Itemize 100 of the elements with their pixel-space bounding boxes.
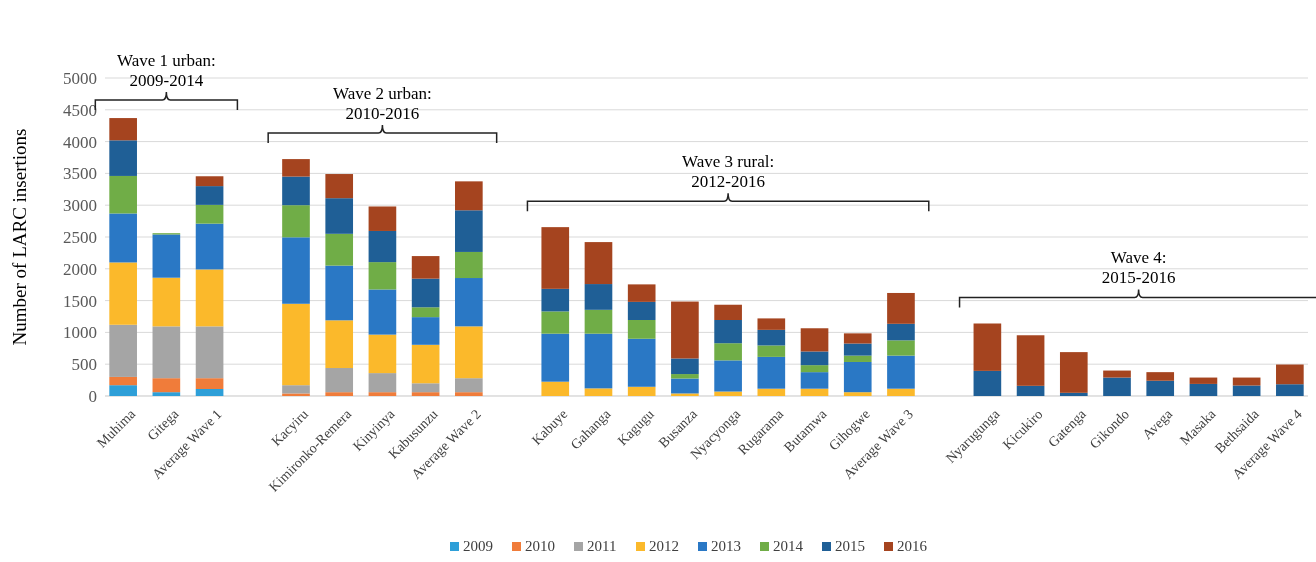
legend-label: 2010 (525, 538, 555, 554)
bar (282, 176, 310, 206)
bar (455, 278, 483, 327)
y-tick-label: 1500 (63, 291, 97, 311)
bar (152, 378, 181, 393)
bar (325, 392, 354, 396)
bar (195, 186, 224, 205)
bar (800, 365, 829, 373)
bar (1059, 392, 1088, 396)
bar (411, 383, 440, 393)
bar (282, 393, 310, 396)
bar (325, 368, 354, 393)
bar (455, 378, 483, 393)
bar (411, 392, 440, 396)
bar (368, 289, 397, 335)
bar (887, 292, 915, 324)
bar (1146, 380, 1175, 396)
bar (411, 256, 440, 279)
bar (627, 320, 656, 339)
bar (325, 198, 354, 234)
y-tick-label: 0 (88, 386, 97, 406)
bar (282, 205, 310, 238)
bar (368, 262, 397, 290)
bar (671, 378, 699, 394)
bar (109, 385, 137, 396)
bar (1189, 377, 1218, 384)
legend-label: 2012 (649, 538, 679, 554)
bar (584, 284, 613, 310)
bar (843, 343, 872, 356)
bar (757, 356, 786, 389)
bar (757, 318, 786, 330)
bar (1276, 364, 1304, 385)
bar (109, 376, 137, 386)
annotation: Wave 4: 2015-2016 (1101, 248, 1176, 288)
bar (411, 344, 440, 384)
bar (411, 307, 440, 318)
bar (800, 351, 829, 366)
legend-label: 2015 (835, 538, 865, 554)
bar (843, 392, 872, 396)
bar (1016, 385, 1045, 396)
bar (109, 213, 137, 263)
bar (584, 388, 613, 396)
bar (627, 338, 656, 387)
y-tick-label: 500 (71, 355, 97, 375)
bar (282, 159, 310, 177)
bar (800, 388, 829, 396)
bar (109, 175, 137, 214)
bar (195, 223, 224, 270)
bar (627, 386, 656, 396)
bar (887, 355, 915, 389)
bar (1146, 372, 1175, 381)
bar (368, 334, 397, 374)
bar (195, 269, 224, 327)
bar (195, 389, 224, 396)
bar (541, 333, 570, 382)
bar (1103, 377, 1131, 396)
bar (973, 370, 1002, 396)
bar (671, 301, 699, 359)
bar (714, 304, 742, 320)
bar (800, 328, 829, 352)
y-tick-label: 1000 (63, 323, 97, 343)
bar (714, 391, 742, 396)
bar (411, 317, 440, 345)
annotation: Wave 1 urban: 2009-2014 (117, 51, 216, 90)
bar (368, 230, 397, 263)
bar (455, 210, 483, 252)
bar (671, 374, 699, 379)
y-tick-label: 3500 (63, 164, 97, 184)
bar (843, 333, 872, 344)
bar (152, 277, 181, 327)
y-tick-label: 3000 (63, 196, 97, 216)
legend-label: 2013 (711, 538, 741, 554)
bar (757, 388, 786, 396)
bar (195, 378, 224, 389)
bar (584, 333, 613, 389)
bar (843, 361, 872, 393)
bar (368, 373, 397, 393)
bar (757, 329, 786, 346)
y-axis-title: Number of LARC insertions (9, 128, 30, 346)
bar (1059, 352, 1088, 393)
bar (455, 181, 483, 211)
bar (671, 393, 699, 396)
bar (109, 324, 137, 377)
bar (541, 381, 570, 396)
y-tick-label: 2000 (63, 259, 97, 279)
bar (325, 174, 354, 199)
bar (152, 234, 181, 278)
bar (541, 311, 570, 334)
bar (109, 140, 137, 176)
bar (671, 358, 699, 375)
annotation: Wave 2 urban: 2010-2016 (333, 84, 432, 124)
annotation: Wave 3 rural: 2012-2016 (682, 152, 775, 192)
legend-label: 2009 (463, 538, 493, 554)
bar (887, 323, 915, 341)
bar (887, 340, 915, 356)
legend-label: 2011 (587, 538, 617, 554)
bar (714, 360, 742, 392)
y-tick-label: 4000 (63, 132, 97, 152)
bar (325, 320, 354, 369)
bar (757, 345, 786, 357)
